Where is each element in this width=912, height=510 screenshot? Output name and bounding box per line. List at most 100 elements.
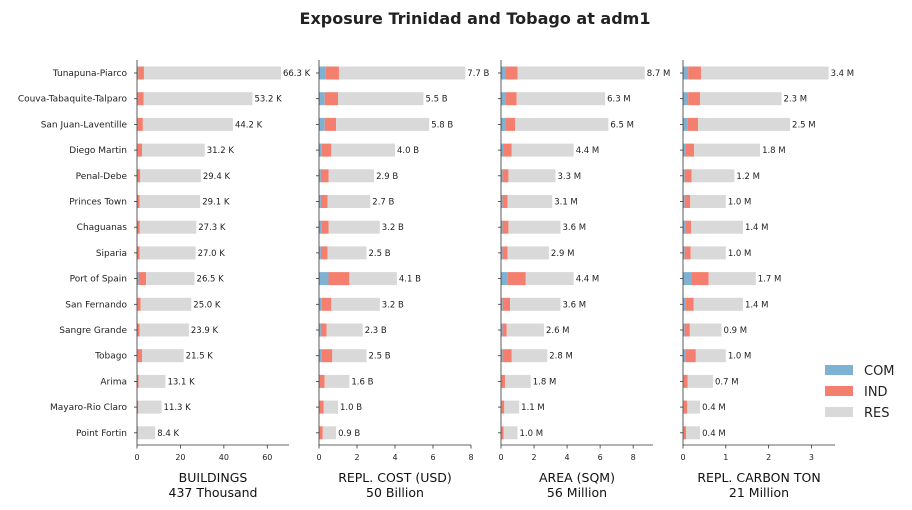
bar-res-chaguanas (328, 220, 380, 234)
chart-panels: 66.3 K 53.2 K 44.2 K 31.2 K 29.4 K 29.1 K 27.3… (134, 60, 854, 500)
data-label-couva-tabaquite-talparo: 53.2 K (255, 95, 283, 105)
bar-ind-chaguanas (321, 220, 329, 234)
bar-ind-mayaro-rio-claro (319, 400, 324, 414)
panel-area-sqm: 8.7 M 6.3 M 6.5 M 4.4 M 3.3 M 3.1 M 3.6 M 2.9 M… (498, 60, 670, 500)
bar-res-tunapuna-piarco (700, 66, 829, 80)
data-label-point-fortin: 1.0 M (520, 429, 544, 439)
bar-res-san-juan-laventille (697, 117, 791, 131)
category-label-tunapuna-piarco: Tunapuna-Piarco (52, 69, 128, 79)
bar-res-port-of-spain (708, 272, 756, 286)
bar-ind-chaguanas (137, 220, 140, 234)
bar-ind-san-juan-laventille (324, 117, 337, 131)
data-label-san-fernando: 1.4 M (745, 300, 769, 310)
x-tick-label: 20 (175, 453, 185, 462)
x-tick-label: 8 (631, 453, 636, 462)
data-label-san-juan-laventille: 5.8 B (431, 120, 453, 130)
bar-ind-couva-tabaquite-talparo (138, 92, 144, 106)
bar-res-tunapuna-piarco (338, 66, 466, 80)
category-label-sangre-grande: Sangre Grande (59, 326, 127, 336)
bar-res-san-fernando (510, 297, 561, 311)
data-label-diego-martin: 4.0 B (397, 146, 419, 156)
bar-com-couva-tabaquite-talparo (683, 92, 689, 106)
bar-ind-port-of-spain (328, 272, 350, 286)
bar-ind-mayaro-rio-claro (683, 400, 688, 414)
x-tick-label: 3 (809, 453, 814, 462)
bar-com-san-fernando (683, 297, 686, 311)
bar-ind-siparia (137, 246, 140, 260)
bar-com-tunapuna-piarco (319, 66, 326, 80)
bar-com-diego-martin (501, 143, 504, 157)
x-tick-label: 2 (766, 453, 771, 462)
bar-com-tunapuna-piarco (501, 66, 506, 80)
bar-ind-point-fortin (137, 426, 138, 440)
bar-com-couva-tabaquite-talparo (501, 92, 506, 106)
x-axis-subtitle: 437 Thousand (169, 485, 258, 500)
legend-label-ind: IND (864, 385, 888, 400)
bar-com-mayaro-rio-claro (319, 400, 320, 414)
x-axis-subtitle: 50 Billion (366, 485, 424, 500)
data-label-sangre-grande: 0.9 M (724, 326, 748, 336)
data-label-mayaro-rio-claro: 0.4 M (702, 403, 726, 413)
data-label-diego-martin: 1.8 M (762, 146, 786, 156)
bar-res-point-fortin (137, 426, 156, 440)
bar-ind-san-fernando (502, 297, 511, 311)
bar-ind-port-of-spain (138, 272, 147, 286)
x-tick-label: 2 (531, 453, 536, 462)
category-label-diego-martin: Diego Martin (69, 146, 127, 156)
bar-com-tobago (683, 349, 686, 363)
bar-ind-penal-debe (137, 169, 141, 183)
bar-ind-couva-tabaquite-talparo (324, 92, 338, 106)
bar-com-penal-debe (501, 169, 503, 183)
bar-res-diego-martin (511, 143, 574, 157)
bar-ind-arima (501, 374, 506, 388)
x-tick-label: 0 (680, 453, 685, 462)
bar-com-penal-debe (683, 169, 685, 183)
data-label-tunapuna-piarco: 3.4 M (831, 69, 855, 79)
x-axis-label: REPL. CARBON TON (697, 470, 820, 485)
data-label-chaguanas: 3.2 B (382, 223, 404, 233)
data-label-siparia: 2.5 B (369, 249, 391, 259)
x-tick-label: 40 (219, 453, 229, 462)
bar-ind-siparia (320, 246, 328, 260)
data-label-princes-town: 29.1 K (202, 198, 230, 208)
data-label-point-fortin: 0.9 B (338, 429, 360, 439)
data-label-princes-town: 1.0 M (728, 198, 752, 208)
bar-com-chaguanas (319, 220, 322, 234)
bar-com-couva-tabaquite-talparo (319, 92, 325, 106)
data-label-arima: 0.7 M (715, 377, 739, 387)
bar-res-port-of-spain (146, 272, 195, 286)
x-tick-label: 2 (354, 453, 359, 462)
bar-res-port-of-spain (349, 272, 397, 286)
bar-com-mayaro-rio-claro (683, 400, 684, 414)
data-label-penal-debe: 1.2 M (736, 172, 760, 182)
data-label-penal-debe: 3.3 M (558, 172, 582, 182)
bar-com-port-of-spain (683, 272, 692, 286)
bar-res-san-fernando (693, 297, 743, 311)
bar-com-sangre-grande (319, 323, 321, 337)
data-label-port-of-spain: 26.5 K (197, 275, 225, 285)
bar-ind-mayaro-rio-claro (501, 400, 505, 414)
bar-com-princes-town (683, 195, 685, 208)
bar-res-port-of-spain (525, 272, 574, 286)
category-labels: Tunapuna-Piarco Couva-Tabaquite-Talparo Sa… (18, 69, 128, 439)
data-label-tobago: 21.5 K (186, 352, 214, 362)
bar-res-couva-tabaquite-talparo (143, 92, 253, 106)
bar-res-siparia (690, 246, 726, 260)
bar-ind-port-of-spain (691, 272, 709, 286)
bar-ind-couva-tabaquite-talparo (688, 92, 701, 106)
bar-res-chaguanas (139, 220, 197, 234)
category-label-princes-town: Princes Town (69, 198, 127, 208)
bar-ind-point-fortin (319, 426, 323, 440)
category-label-san-fernando: San Fernando (65, 300, 127, 310)
bar-res-chaguanas (508, 220, 561, 234)
legend-label-com: COM (864, 364, 895, 379)
bar-com-siparia (501, 246, 503, 260)
bar-res-san-juan-laventille (336, 117, 430, 131)
bar-ind-diego-martin (685, 143, 695, 157)
bar-res-siparia (507, 246, 549, 260)
bar-ind-princes-town (137, 195, 140, 208)
x-tick-label: 0 (316, 453, 321, 462)
data-label-tobago: 2.5 B (369, 352, 391, 362)
bar-com-couva-tabaquite-talparo (137, 92, 139, 106)
